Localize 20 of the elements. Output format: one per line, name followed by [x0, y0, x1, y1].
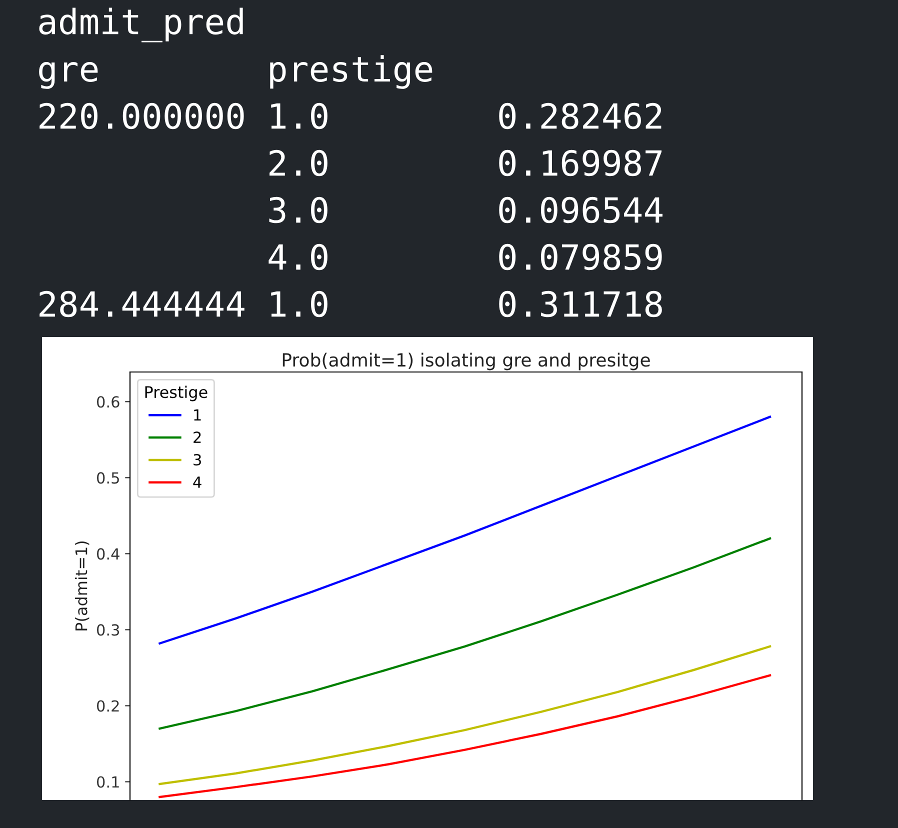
y-tick-label: 0.6 — [96, 396, 120, 408]
legend-title: Prestige — [145, 386, 208, 402]
y-tick-label: 0.2 — [96, 700, 119, 712]
y-tick-label: 0.5 — [96, 472, 119, 484]
text: 3.0 0.096544 — [269, 196, 662, 224]
legend-label: 2 — [194, 432, 201, 443]
chart-title: Prob(admit=1) isolating gre and presitge — [282, 352, 650, 370]
text: admit_pred — [39, 8, 243, 42]
legend-label: 4 — [193, 476, 202, 488]
text: 4.0 0.079859 — [268, 244, 662, 270]
y-axis-title: P(admit=1) — [74, 541, 90, 630]
legend-label: 3 — [194, 454, 201, 466]
y-tick-label: 0.4 — [96, 548, 120, 560]
text: 284.444444 1.0 0.311718 — [40, 290, 662, 318]
text: 2.0 0.169987 — [270, 150, 662, 176]
y-tick-label: 0.1 — [96, 776, 119, 788]
legend-label: 1 — [194, 409, 201, 420]
text: gre prestige — [39, 55, 432, 89]
text: 220.000000 1.0 0.282462 — [40, 102, 662, 130]
y-tick-label: 0.3 — [96, 624, 120, 636]
